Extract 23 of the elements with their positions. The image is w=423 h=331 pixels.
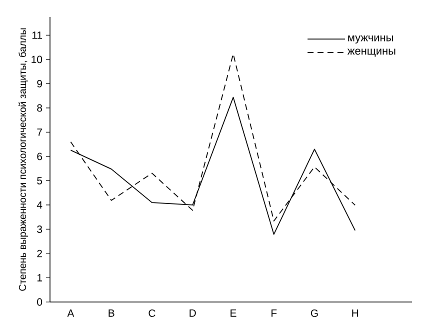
y-tick-label: 3 [37,226,42,233]
x-tick-label: C [148,310,156,317]
y-tick-label: 11 [32,32,42,39]
y-tick-label: 10 [32,56,42,64]
x-tick-label: H [352,310,358,317]
y-tick-label: 4 [36,201,42,209]
x-tick-label: F [272,310,277,317]
x-tick-label: D [190,310,196,317]
y-tick-label: 2 [37,250,42,258]
y-tick-label: 9 [37,80,42,88]
y-tick-label: 1 [37,274,42,282]
legend-label: мужчины [348,35,393,44]
y-tick-label: 6 [37,152,42,160]
y-tick-label: 8 [37,104,42,112]
y-tick-label: 5 [37,177,42,184]
legend-label: женщины [347,48,396,57]
x-tick-label: A [67,310,74,317]
x-tick-label: B [108,310,114,317]
y-tick-label: 7 [37,128,42,136]
y-axis-title: Степень выраженности психологической защиты, баллы [18,28,28,291]
x-tick-label: G [310,310,318,317]
y-tick-label: 0 [37,298,42,306]
x-tick-label: E [230,310,236,317]
